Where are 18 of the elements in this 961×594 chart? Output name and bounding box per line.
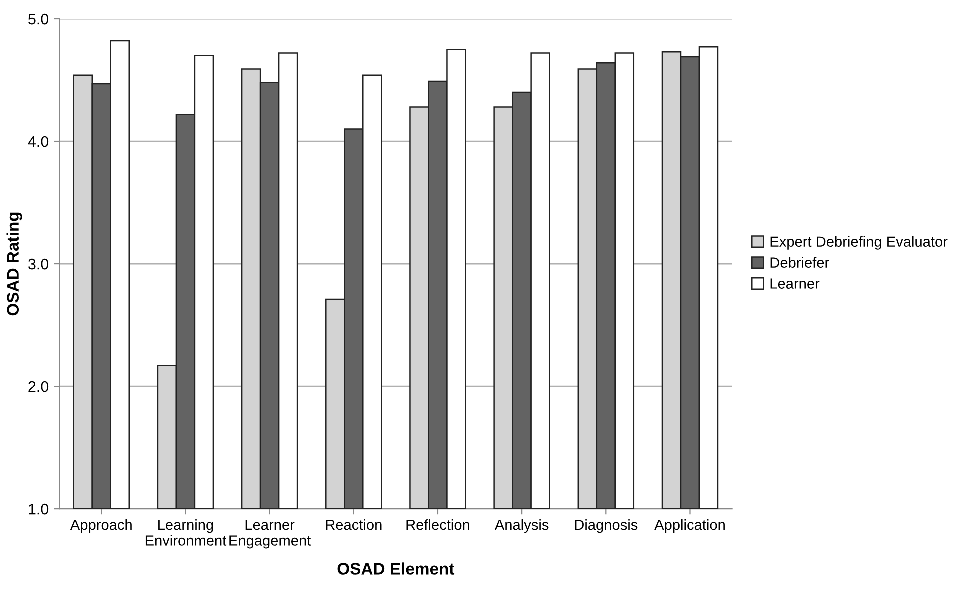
y-tick-label: 3.0 — [28, 258, 49, 270]
x-tick-label: Learning Environment — [146, 519, 227, 546]
y-tick-label: 2.0 — [28, 381, 49, 392]
x-tick-label: Application — [654, 519, 725, 534]
legend-label: Expert Debriefing Evaluator — [770, 236, 948, 250]
y-tick-label: 5.0 — [28, 14, 49, 25]
y-tick-label: 4.0 — [28, 136, 49, 148]
x-tick-label: Reaction — [326, 519, 382, 530]
y-tick-label: 1.0 — [29, 504, 49, 515]
x-tick-label: Approach — [70, 519, 132, 534]
legend-label: Learner — [770, 278, 820, 289]
x-tick-label: Reflection — [406, 519, 470, 530]
x-axis-title: OSAD Element — [338, 562, 455, 575]
x-tick-label: Analysis — [494, 519, 549, 534]
x-tick-label: Learner Engagement — [230, 520, 312, 549]
y-axis-title: OSAD Rating — [6, 212, 22, 316]
legend-label: Debriefer — [770, 257, 830, 268]
x-tick-label: Diagnosis — [575, 519, 638, 534]
